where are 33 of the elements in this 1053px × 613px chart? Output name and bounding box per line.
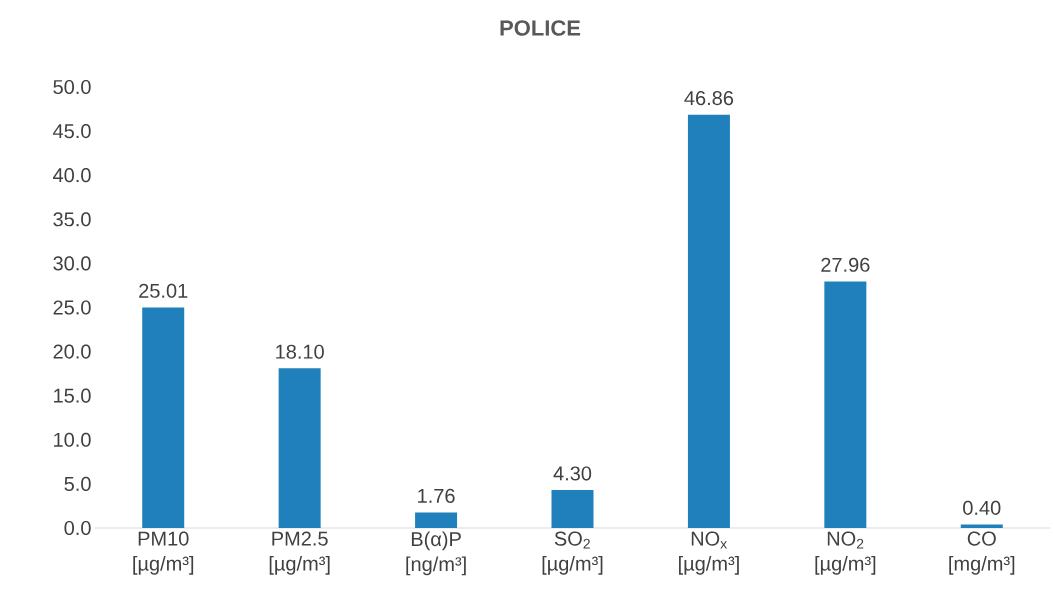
y-tick-label: 25.0 xyxy=(53,300,91,315)
chart-title: POLICE xyxy=(500,20,581,36)
x-tick-label: NO$_{x}$ [µg/m³] xyxy=(679,531,739,575)
bar xyxy=(278,368,321,528)
y-tick-label: 30.0 xyxy=(53,256,91,271)
data-label: 46.86 xyxy=(684,91,734,106)
bar xyxy=(687,114,730,528)
x-tick-label: CO [mg/m³] xyxy=(949,531,1015,575)
data-label: 25.01 xyxy=(139,283,188,298)
data-label: 18.10 xyxy=(276,344,324,359)
x-tick-label: B(α)P [ng/m³] xyxy=(406,531,466,576)
bar xyxy=(415,512,458,528)
y-tick-label: 0.0 xyxy=(64,520,91,536)
bar xyxy=(824,281,867,528)
data-label: 0.40 xyxy=(963,500,1001,515)
x-tick-label: PM2.5 [µg/m³] xyxy=(269,531,330,575)
y-tick-label: 15.0 xyxy=(54,388,91,403)
bar xyxy=(142,307,185,528)
y-tick-label: 35.0 xyxy=(53,212,91,227)
data-label: 4.30 xyxy=(553,466,592,481)
bar xyxy=(960,524,1003,528)
x-tick-label: PM10 [µg/m³] xyxy=(133,531,194,575)
y-tick-label: 10.0 xyxy=(54,432,91,447)
x-tick-label: NO$_{2}$ [µg/m³] xyxy=(815,531,876,575)
data-label: 27.96 xyxy=(821,257,870,272)
y-tick-label: 40.0 xyxy=(53,168,91,183)
y-tick-label: 45.0 xyxy=(53,124,91,139)
y-tick-label: 50.0 xyxy=(53,79,91,95)
y-tick-label: 5.0 xyxy=(64,476,91,491)
y-tick-label: 20.0 xyxy=(53,344,91,359)
bar xyxy=(551,490,594,528)
x-tick-label: SO$_{2}$ [µg/m³] xyxy=(542,531,603,575)
data-label: 1.76 xyxy=(418,488,455,503)
